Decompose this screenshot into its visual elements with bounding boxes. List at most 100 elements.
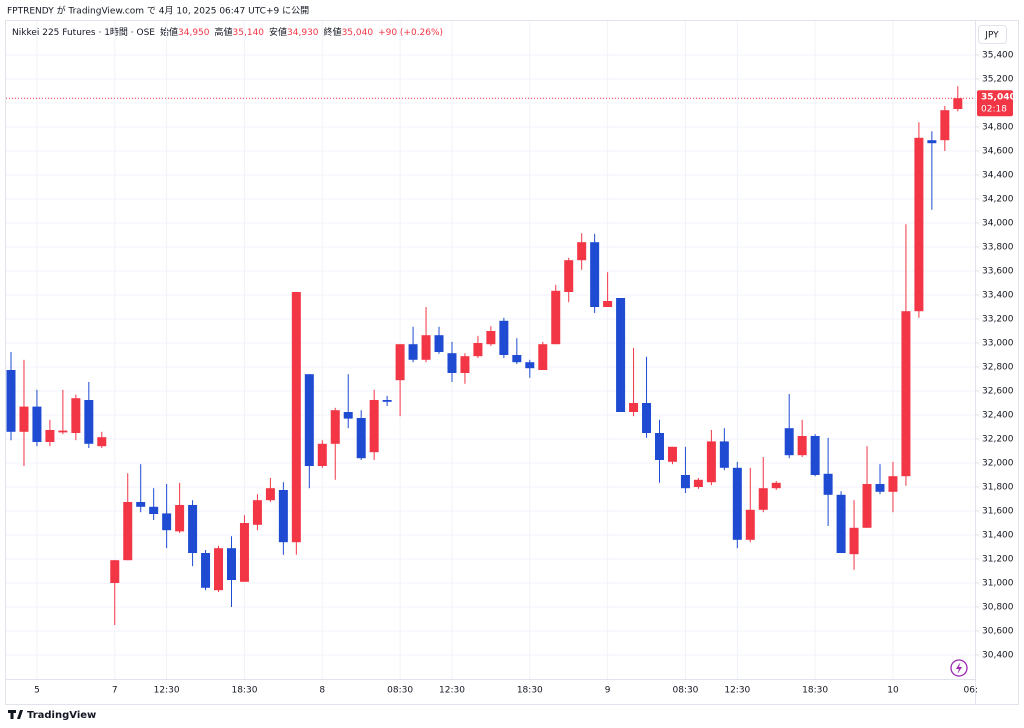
candle-body xyxy=(771,482,781,489)
y-tick-label: 31,800 xyxy=(982,483,1014,493)
candle-body xyxy=(291,292,301,543)
candle-body xyxy=(486,331,496,345)
header: FPTRENDY が TradingView.com で 4月 10, 2025… xyxy=(7,5,309,17)
legend-change: +90 (+0.26%) xyxy=(378,28,443,38)
candle-body xyxy=(655,433,664,460)
candle-body xyxy=(758,488,768,510)
y-tick-label: 34,400 xyxy=(982,171,1014,181)
candle-body xyxy=(278,490,288,543)
candle-body xyxy=(732,467,742,540)
chart-frame xyxy=(5,20,1019,705)
candle-body xyxy=(356,418,366,459)
x-tick-label: 9 xyxy=(605,686,611,696)
y-tick-label: 33,800 xyxy=(982,243,1014,253)
x-tick-label: 5 xyxy=(34,686,40,696)
y-tick-label: 35,200 xyxy=(982,75,1014,85)
x-tick-label: 18:30 xyxy=(802,686,828,696)
y-tick-label: 35,400 xyxy=(982,51,1014,61)
candle-body xyxy=(6,370,16,432)
candle-body xyxy=(188,505,198,553)
x-tick-label: 8 xyxy=(319,686,325,696)
logo-icon xyxy=(8,710,23,719)
y-tick-label: 33,400 xyxy=(982,291,1014,301)
candle-body xyxy=(680,475,690,489)
candle-body xyxy=(914,137,924,312)
candle-body xyxy=(499,320,509,355)
last-price-label: 35,040 xyxy=(981,93,1016,103)
candle-body xyxy=(642,403,652,433)
candle-body xyxy=(551,290,561,345)
x-tick-label: 08:30 xyxy=(387,686,413,696)
candle-body xyxy=(252,500,262,525)
y-tick-label: 31,400 xyxy=(982,531,1014,541)
x-tick-label: 7 xyxy=(112,686,118,696)
legend-item-label: 始値 xyxy=(160,26,178,38)
candle-body xyxy=(706,441,716,483)
candle-body xyxy=(745,509,755,540)
y-tick-label: 31,600 xyxy=(982,507,1014,517)
candle-body xyxy=(590,242,600,307)
y-tick-label: 31,000 xyxy=(982,579,1014,589)
candle-body xyxy=(239,523,249,582)
y-tick-label: 30,800 xyxy=(982,603,1014,613)
legend-item-value: 34,930 xyxy=(287,28,319,38)
candle-body xyxy=(149,506,159,514)
legend-item-value: 34,950 xyxy=(178,28,210,38)
candle-body xyxy=(719,441,729,468)
x-tick-label: 12:30 xyxy=(154,686,180,696)
y-tick-label: 34,000 xyxy=(982,219,1014,229)
candle-body xyxy=(862,484,872,528)
y-tick-label: 34,800 xyxy=(982,123,1014,133)
y-tick-label: 32,800 xyxy=(982,363,1014,373)
candle-body xyxy=(330,410,340,444)
y-tick-label: 33,200 xyxy=(982,315,1014,325)
legend-item-value: 35,140 xyxy=(233,28,265,38)
candle-body xyxy=(901,311,911,477)
x-tick-label: 10 xyxy=(887,686,899,696)
candle-body xyxy=(214,548,224,591)
y-tick-label: 30,400 xyxy=(982,651,1014,661)
currency[interactable]: JPY xyxy=(984,31,999,41)
legend-item-label: 高値 xyxy=(215,26,233,38)
y-tick-label: 34,200 xyxy=(982,195,1014,205)
candle-body xyxy=(927,140,937,144)
x-tick-label: 12:30 xyxy=(724,686,750,696)
y-tick-label: 30,600 xyxy=(982,627,1014,637)
candle-body xyxy=(603,301,613,307)
candle-body xyxy=(473,343,483,357)
countdown: 02:18 xyxy=(981,105,1007,115)
x-tick-label: 18:30 xyxy=(517,686,543,696)
candle-body xyxy=(577,242,587,261)
candle-body xyxy=(382,400,392,402)
candle-body xyxy=(667,446,677,462)
candle-body xyxy=(875,484,885,492)
candle-body xyxy=(434,335,444,352)
legend-item-label: 終値 xyxy=(324,26,342,38)
candle-body xyxy=(616,298,626,412)
alert-icon-bolt xyxy=(956,662,962,674)
candle-body xyxy=(175,505,185,532)
legend: Nikkei 225 Futures · 1時間 · OSE 始値34,950 高値… xyxy=(12,26,443,38)
candle-body xyxy=(304,374,314,466)
candle-body xyxy=(629,403,639,412)
candle-body xyxy=(810,436,820,475)
y-tick-label: 32,600 xyxy=(982,387,1014,397)
legend-item-label: 安値 xyxy=(269,26,287,38)
candle-body xyxy=(45,430,55,442)
x-tick-label: 06: xyxy=(964,686,978,696)
x-tick-label: 18:30 xyxy=(231,686,257,696)
candle-body xyxy=(110,560,120,583)
y-tick-label: 34,600 xyxy=(982,147,1014,157)
y-tick-label: 32,400 xyxy=(982,411,1014,421)
candle-body xyxy=(447,353,457,373)
legend-line: Nikkei 225 Futures · 1時間 · OSE 始値34,950 高値… xyxy=(12,26,443,38)
candle-body xyxy=(136,502,146,507)
candle-body xyxy=(369,400,379,453)
candle-body xyxy=(836,494,846,553)
currency-box[interactable] xyxy=(978,25,1007,44)
candle-body xyxy=(460,356,470,373)
candle-body xyxy=(940,110,950,141)
candle-body xyxy=(395,344,405,381)
